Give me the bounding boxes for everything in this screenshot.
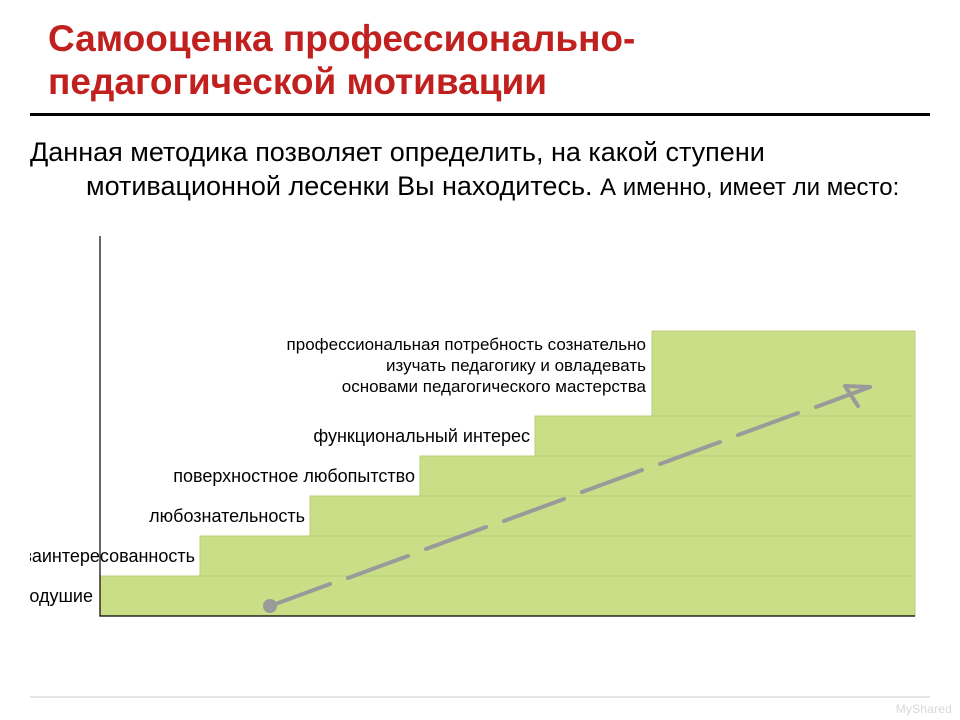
title-line-2: педагогической мотивации bbox=[48, 61, 547, 102]
title-line-1: Самооценка профессионально- bbox=[48, 18, 635, 59]
chart-svg: равнодушие заинтересованность любознательн… bbox=[30, 226, 925, 626]
page-title: Самооценка профессионально- педагогическ… bbox=[30, 18, 930, 111]
arrow-start-dot bbox=[263, 599, 277, 613]
watermark: MyShared bbox=[896, 702, 952, 716]
step-label-0: равнодушие bbox=[30, 586, 93, 606]
step-bar-5 bbox=[652, 331, 915, 416]
staircase-chart: равнодушие заинтересованность любознательн… bbox=[30, 226, 925, 626]
intro-text: Данная методика позволяет определить, на… bbox=[30, 136, 930, 204]
step-bar-2 bbox=[310, 496, 915, 536]
step-label-5: профессиональная потребность сознательно… bbox=[287, 335, 647, 396]
step-label-2: любознательность bbox=[149, 506, 305, 526]
step-label-4: функциональный интерес bbox=[313, 426, 530, 446]
slide: Самооценка профессионально- педагогическ… bbox=[0, 0, 960, 720]
step-bar-0 bbox=[100, 576, 915, 616]
intro-tail: А именно, имеет ли место: bbox=[600, 174, 899, 201]
step-bar-4 bbox=[535, 416, 915, 456]
title-underline bbox=[30, 113, 930, 116]
step-label-3: поверхностное любопытство bbox=[173, 466, 415, 486]
step-bar-1 bbox=[200, 536, 915, 576]
footer-rule bbox=[30, 696, 930, 698]
step-label-1: заинтересованность bbox=[30, 546, 195, 566]
